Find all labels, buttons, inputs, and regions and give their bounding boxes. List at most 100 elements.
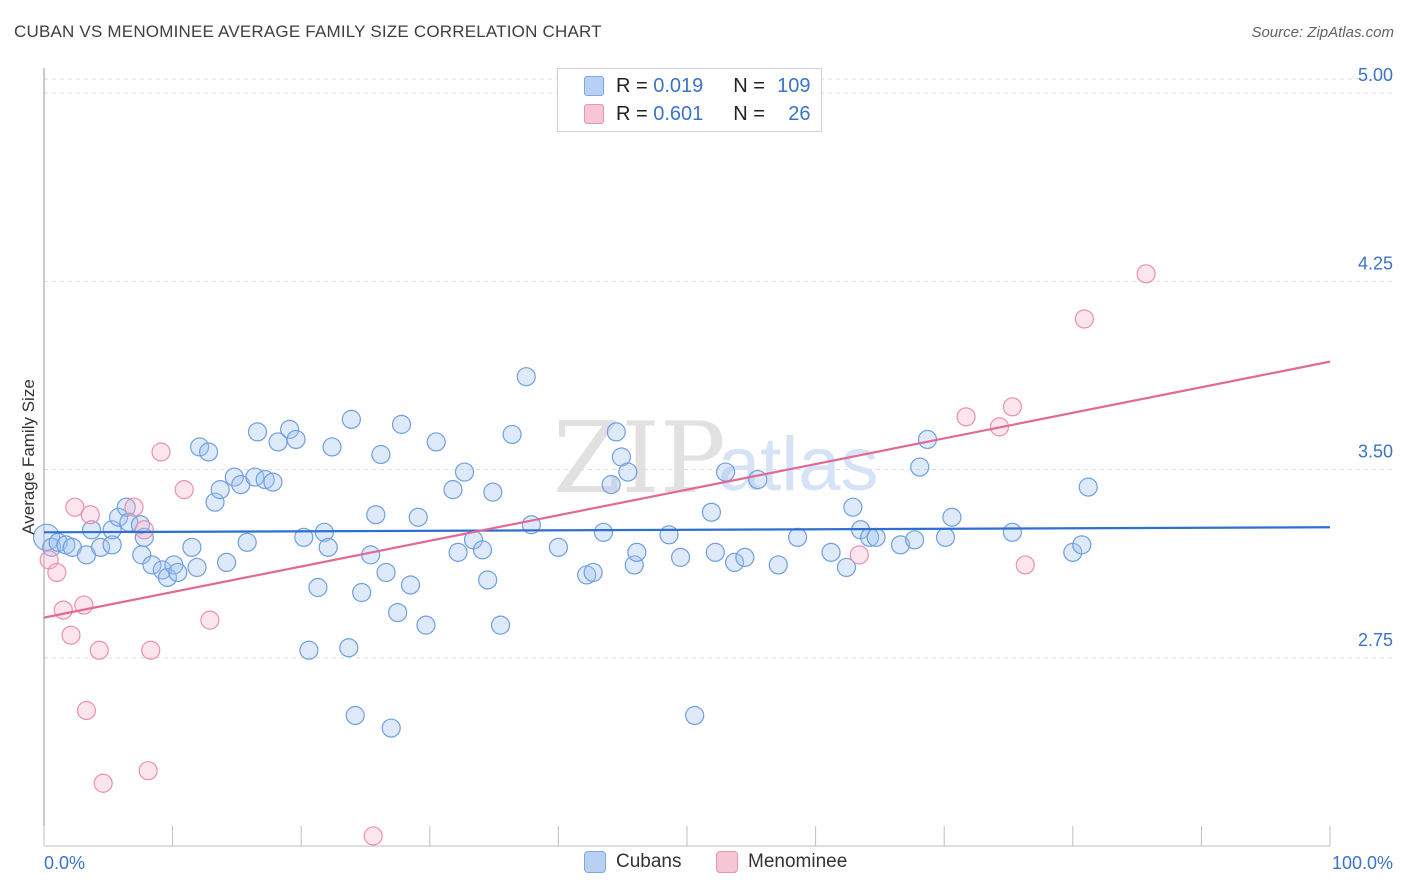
cubans-point bbox=[286, 429, 306, 450]
cubans-point bbox=[42, 537, 62, 557]
cubans-point bbox=[391, 414, 412, 434]
cubans-point bbox=[102, 535, 122, 555]
legend-r-label: R = bbox=[616, 74, 654, 97]
cubans-point bbox=[187, 557, 207, 578]
cubans-point bbox=[376, 562, 396, 583]
cubans-point bbox=[472, 540, 493, 560]
menominee-point bbox=[141, 640, 161, 660]
legend-n-value: 109 bbox=[777, 74, 811, 97]
legend-n-label: N = bbox=[733, 102, 771, 125]
cubans-point bbox=[624, 555, 644, 575]
menominee-point bbox=[200, 610, 220, 630]
cubans-point bbox=[339, 638, 359, 658]
cubans-point bbox=[90, 537, 111, 557]
cubans-point bbox=[32, 523, 61, 551]
cubans-point bbox=[583, 562, 603, 583]
cubans-point bbox=[715, 462, 736, 482]
legend-row-menominee: R = 0.601 N = 26 bbox=[584, 102, 811, 126]
cubans-point bbox=[836, 557, 857, 578]
cubans-point bbox=[381, 718, 401, 738]
bottom-legend-cubans: Cubans bbox=[584, 851, 682, 873]
cubans-point bbox=[299, 640, 319, 660]
bottom-legend-swatch-menominee bbox=[716, 851, 738, 873]
menominee-point bbox=[89, 640, 109, 660]
cubans-point bbox=[935, 527, 956, 547]
legend-r-label: R = bbox=[616, 102, 654, 125]
menominee-point bbox=[80, 505, 100, 525]
cubans-point bbox=[454, 462, 475, 482]
cubans-point bbox=[705, 542, 725, 562]
cubans-point bbox=[685, 705, 705, 726]
bottom-legend-label-cubans: Cubans bbox=[616, 851, 682, 872]
menominee-points bbox=[39, 264, 1156, 846]
cubans-point bbox=[905, 530, 925, 550]
menominee-point bbox=[124, 497, 144, 517]
cubans-point bbox=[157, 567, 178, 588]
cubans-point bbox=[224, 467, 244, 487]
cubans-point bbox=[371, 444, 391, 465]
chart-title: CUBAN VS MENOMINEE AVERAGE FAMILY SIZE C… bbox=[14, 22, 602, 41]
cubans-point bbox=[483, 482, 503, 502]
menominee-point bbox=[134, 520, 154, 540]
cubans-point bbox=[322, 437, 342, 457]
legend-swatch-menominee bbox=[584, 104, 604, 124]
cubans-point bbox=[866, 527, 886, 547]
cubans-point bbox=[606, 422, 626, 442]
cubans-point bbox=[345, 705, 365, 726]
cubans-point bbox=[108, 507, 129, 527]
menominee-point bbox=[849, 545, 869, 565]
cubans-point bbox=[618, 462, 638, 482]
menominee-point bbox=[151, 442, 171, 462]
cubans-point bbox=[237, 532, 257, 552]
bottom-legend-menominee: Menominee bbox=[716, 851, 847, 873]
cubans-point bbox=[318, 537, 338, 557]
menominee-point bbox=[1136, 264, 1156, 284]
menominee-point bbox=[1015, 555, 1035, 575]
y-tick-label: 4.25 bbox=[1358, 253, 1393, 273]
source-label: Source: ZipAtlas.com bbox=[1251, 24, 1394, 41]
legend-row-cubans: R = 0.019 N = 109 bbox=[584, 74, 811, 98]
cubans-point bbox=[1002, 522, 1022, 542]
cubans-point bbox=[890, 535, 911, 555]
cubans-point bbox=[168, 562, 188, 583]
cubans-point bbox=[910, 457, 930, 477]
cubans-point bbox=[502, 424, 522, 445]
y-tick-label: 3.50 bbox=[1358, 442, 1393, 462]
cubans-point bbox=[205, 492, 225, 512]
trend-lines bbox=[43, 360, 1331, 619]
bottom-legend-swatch-cubans bbox=[584, 851, 606, 873]
menominee-point bbox=[65, 497, 85, 517]
cubans-point bbox=[735, 547, 755, 567]
menominee-point bbox=[53, 600, 73, 620]
menominee-point bbox=[93, 773, 113, 793]
cubans-point bbox=[724, 552, 745, 573]
cubans-point bbox=[102, 520, 122, 540]
cubans-point bbox=[701, 502, 722, 522]
x-ticks bbox=[43, 826, 1331, 846]
cubans-point bbox=[821, 542, 841, 562]
cubans-point bbox=[516, 367, 536, 387]
legend-n-label: N = bbox=[733, 74, 771, 97]
cubans-point bbox=[308, 577, 328, 598]
cubans-point bbox=[627, 542, 647, 562]
cubans-point bbox=[548, 537, 569, 557]
cubans-point bbox=[408, 507, 428, 527]
cubans-point bbox=[182, 537, 202, 557]
legend-r-value: 0.019 bbox=[653, 74, 704, 97]
cubans-point bbox=[400, 575, 421, 595]
cubans-point bbox=[478, 570, 498, 590]
legend-n-value: 26 bbox=[788, 102, 811, 125]
legend-swatch-cubans bbox=[584, 76, 604, 96]
cubans-point bbox=[787, 527, 808, 547]
stats-legend: R = 0.019 N = 109 R = 0.601 N = 26 bbox=[557, 68, 822, 132]
cubans-point bbox=[670, 547, 691, 567]
y-tick-label: 2.75 bbox=[1358, 630, 1393, 650]
y-tick-label: 5.00 bbox=[1358, 65, 1393, 85]
menominee-point bbox=[1074, 309, 1094, 329]
cubans-point bbox=[210, 480, 230, 500]
cubans-point bbox=[217, 552, 237, 573]
menominee-point bbox=[47, 562, 67, 583]
cubans-point bbox=[263, 472, 283, 492]
cubans-point bbox=[490, 615, 511, 635]
watermark: ZIP atlas bbox=[553, 402, 879, 516]
